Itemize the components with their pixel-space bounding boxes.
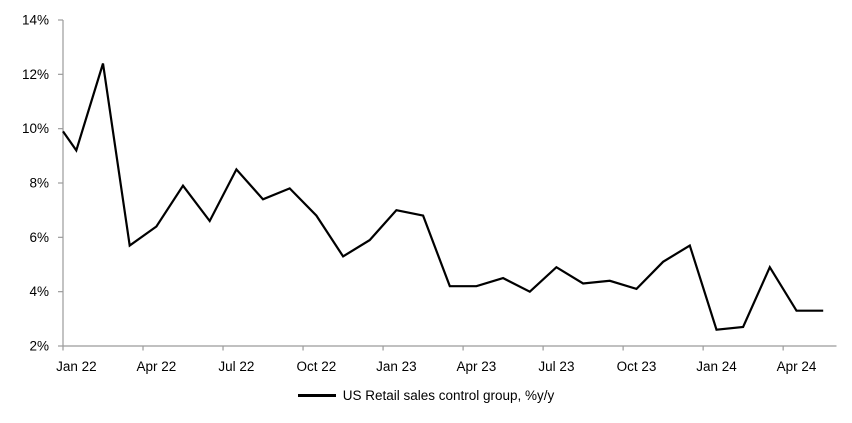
y-tick-label: 2% [29, 339, 49, 354]
x-tick-label: Oct 23 [617, 359, 657, 374]
x-tick-label: Jul 23 [538, 359, 574, 374]
y-tick-label: 12% [22, 67, 49, 82]
x-tick-label: Apr 24 [777, 359, 817, 374]
x-tick-label: Apr 22 [136, 359, 176, 374]
legend-label: US Retail sales control group, %y/y [342, 388, 555, 403]
legend-line-sample [297, 394, 336, 397]
chart-legend: US Retail sales control group, %y/y [0, 388, 852, 403]
x-tick-label: Jul 22 [218, 359, 254, 374]
y-tick-label: 4% [29, 284, 49, 299]
x-tick-label: Apr 23 [457, 359, 497, 374]
y-tick-label: 8% [29, 176, 49, 191]
data-line-series [62, 63, 824, 331]
y-tick-label: 10% [22, 121, 49, 136]
y-tick-label: 6% [29, 230, 49, 245]
y-tick-label: 14% [22, 13, 49, 28]
x-tick-label: Jan 22 [56, 359, 97, 374]
x-tick-label: Jan 24 [696, 359, 737, 374]
x-tick-label: Oct 22 [296, 359, 336, 374]
x-tick-label: Jan 23 [376, 359, 417, 374]
